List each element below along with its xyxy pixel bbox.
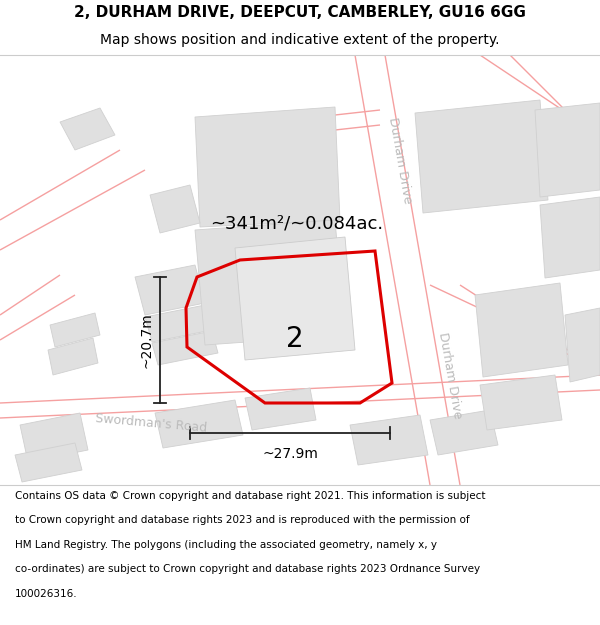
Text: co-ordinates) are subject to Crown copyright and database rights 2023 Ordnance S: co-ordinates) are subject to Crown copyr… (15, 564, 480, 574)
Text: ~341m²/~0.084ac.: ~341m²/~0.084ac. (210, 215, 383, 233)
Text: 100026316.: 100026316. (15, 589, 77, 599)
Text: Durham Drive: Durham Drive (436, 331, 464, 419)
Polygon shape (195, 220, 345, 345)
Polygon shape (150, 185, 200, 233)
Text: ~20.7m: ~20.7m (140, 312, 154, 368)
Text: Durham Drive: Durham Drive (386, 116, 414, 204)
Polygon shape (50, 313, 100, 347)
Polygon shape (20, 413, 88, 462)
Polygon shape (15, 443, 82, 482)
Polygon shape (415, 100, 548, 213)
Polygon shape (60, 108, 115, 150)
Polygon shape (152, 331, 218, 365)
Text: Map shows position and indicative extent of the property.: Map shows position and indicative extent… (100, 32, 500, 47)
Polygon shape (195, 107, 340, 227)
Polygon shape (535, 103, 600, 197)
Polygon shape (350, 415, 428, 465)
Polygon shape (145, 305, 212, 342)
Polygon shape (565, 308, 600, 382)
Polygon shape (430, 410, 498, 455)
Text: 2, DURHAM DRIVE, DEEPCUT, CAMBERLEY, GU16 6GG: 2, DURHAM DRIVE, DEEPCUT, CAMBERLEY, GU1… (74, 4, 526, 19)
Text: Contains OS data © Crown copyright and database right 2021. This information is : Contains OS data © Crown copyright and d… (15, 491, 485, 501)
Polygon shape (480, 375, 562, 430)
Polygon shape (155, 400, 243, 448)
Polygon shape (540, 197, 600, 278)
Text: HM Land Registry. The polygons (including the associated geometry, namely x, y: HM Land Registry. The polygons (includin… (15, 539, 437, 549)
Text: ~27.9m: ~27.9m (262, 447, 318, 461)
Text: to Crown copyright and database rights 2023 and is reproduced with the permissio: to Crown copyright and database rights 2… (15, 515, 470, 525)
Polygon shape (245, 388, 316, 430)
Text: 2: 2 (286, 325, 304, 353)
Polygon shape (475, 283, 568, 377)
Polygon shape (135, 265, 205, 315)
Text: Swordman's Road: Swordman's Road (95, 412, 208, 434)
Polygon shape (48, 338, 98, 375)
Polygon shape (235, 237, 355, 360)
